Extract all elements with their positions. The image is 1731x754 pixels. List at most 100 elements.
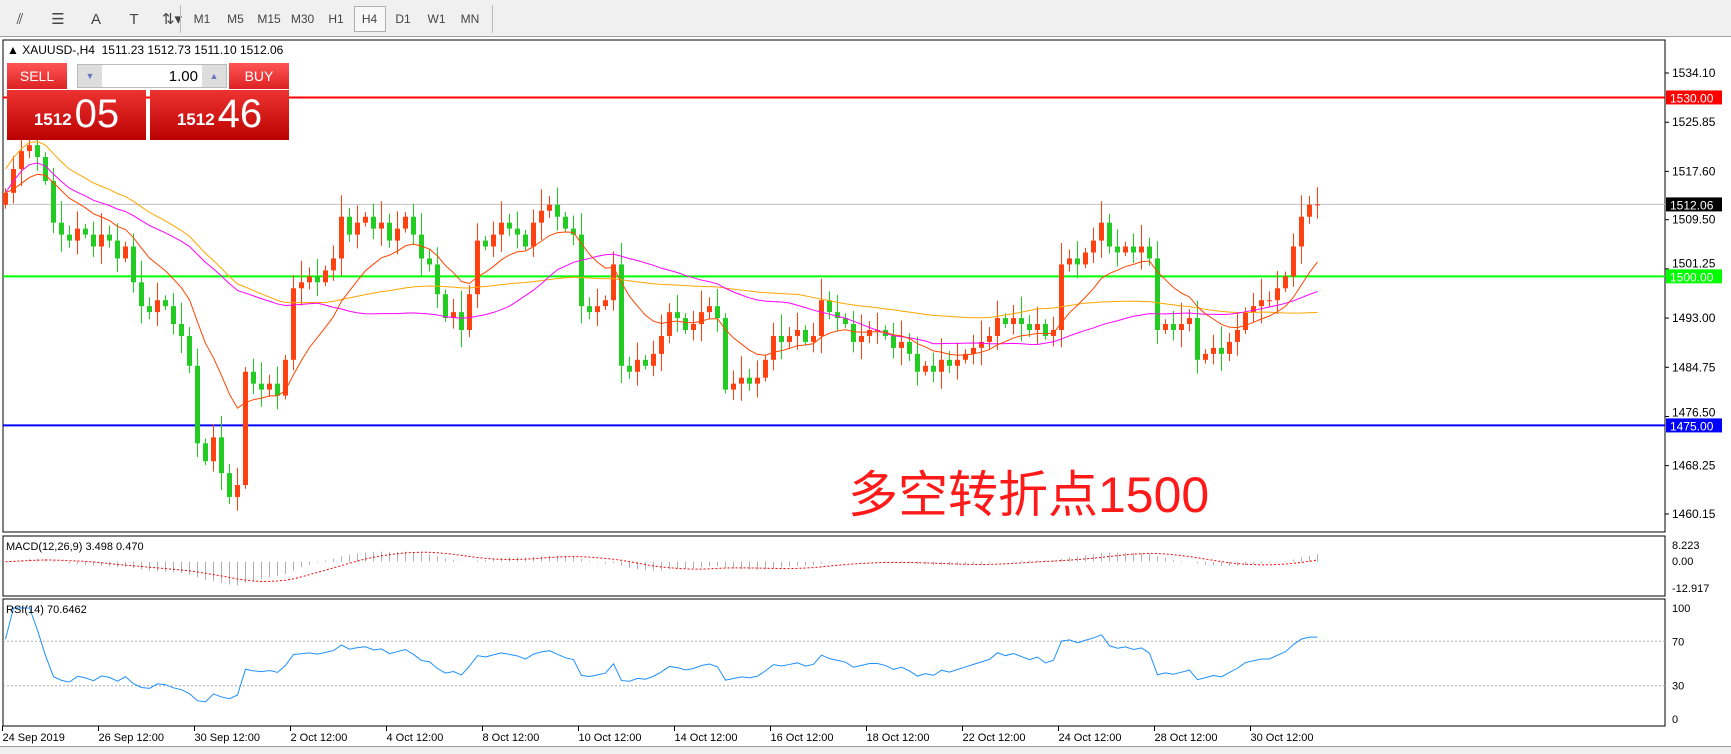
x-tick-label: 30 Sep 12:00 <box>195 732 260 744</box>
price-tag-label: 1500.00 <box>1670 270 1714 284</box>
candle-body <box>299 282 304 289</box>
x-tick-label: 2 Oct 12:00 <box>291 732 348 744</box>
candle <box>1267 291 1272 308</box>
candle <box>1123 241 1128 257</box>
macd-panel[interactable] <box>2 535 1666 597</box>
candle-body <box>1123 246 1128 253</box>
candle <box>1043 319 1048 340</box>
text-label-icon[interactable]: T <box>129 10 139 28</box>
candle-body <box>379 222 384 229</box>
candle <box>723 313 728 394</box>
chart-canvas[interactable]: 1534.10 1525.85 1517.60 1509.50 1501.25 1493.… <box>0 37 1731 754</box>
candle-body <box>1283 276 1288 289</box>
candle-body <box>115 240 120 259</box>
candle-body <box>1083 252 1088 265</box>
toolbar: ⫽ ☰ A T ⇅▾ M1 M5 M15 M30 H1 H4 D1 W1 MN <box>0 0 1731 37</box>
buy-button[interactable]: BUY <box>229 63 289 89</box>
candle <box>1211 334 1216 365</box>
candle-body <box>923 365 928 372</box>
candle-body <box>819 300 824 336</box>
timeframe-h1[interactable]: H1 <box>328 12 344 26</box>
candle-body <box>75 228 80 241</box>
collapse-triangle-icon[interactable]: ▲ <box>7 43 19 57</box>
x-tick-label: 8 Oct 12:00 <box>483 732 540 744</box>
sell-price-button[interactable]: 1512 05 <box>7 90 146 140</box>
candle-body <box>1227 341 1232 354</box>
timeframe-m5[interactable]: M5 <box>227 12 244 26</box>
candle <box>1091 227 1096 263</box>
candle <box>1027 315 1032 338</box>
candle-body <box>1235 330 1240 342</box>
macd-tick-label: 8.223 <box>1672 540 1700 552</box>
candle <box>1219 326 1224 372</box>
sell-button[interactable]: SELL <box>7 63 67 89</box>
candle-body <box>275 383 280 396</box>
lot-decrease-icon[interactable]: ▼ <box>78 65 102 87</box>
candle <box>171 293 176 335</box>
candle-body <box>707 306 712 313</box>
buy-price-button[interactable]: 1512 46 <box>150 90 289 140</box>
lot-stepper[interactable]: ▼ 1.00 ▲ <box>77 64 227 88</box>
candle-body <box>123 246 128 259</box>
candle-body <box>683 318 688 331</box>
candle-body <box>187 335 192 366</box>
rsi-panel[interactable] <box>2 598 1666 727</box>
candle <box>1003 313 1008 328</box>
candle-body <box>219 437 224 474</box>
candle <box>739 356 744 401</box>
annotation-text[interactable]: 多空转折点1500 <box>848 467 1210 523</box>
candle-body <box>843 318 848 325</box>
candle <box>699 290 704 342</box>
candle <box>563 211 568 233</box>
candle-body <box>331 258 336 271</box>
candle <box>971 334 976 365</box>
lot-input[interactable]: 1.00 <box>168 67 198 85</box>
candle-body <box>483 240 488 247</box>
candle-body <box>539 210 544 223</box>
candle <box>91 221 96 258</box>
y-tick-label: 1501.25 <box>1672 256 1716 270</box>
candle-body <box>803 330 808 342</box>
candle <box>1235 312 1240 356</box>
timeframe-w1[interactable]: W1 <box>427 12 446 26</box>
candle-body <box>139 282 144 307</box>
candle <box>435 247 440 309</box>
candle <box>515 211 520 249</box>
arrows-icon[interactable]: ⇅▾ <box>161 11 183 28</box>
candle-body <box>435 264 440 295</box>
x-tick-label: 18 Oct 12:00 <box>867 732 930 744</box>
ohlc-values: 1511.23 1512.73 1511.10 1512.06 <box>101 43 284 57</box>
timeframe-h4[interactable]: H4 <box>353 6 386 32</box>
candle-body <box>163 300 168 307</box>
candle-body <box>147 306 152 313</box>
candle-body <box>1075 258 1080 265</box>
equidistant-channel-icon[interactable]: ⫽ <box>16 10 24 28</box>
text-icon[interactable]: A <box>90 10 101 28</box>
candle <box>1315 187 1320 219</box>
chart-area[interactable]: 1534.10 1525.85 1517.60 1509.50 1501.25 1493.… <box>0 37 1731 754</box>
fibonacci-icon[interactable]: ☰ <box>51 11 65 28</box>
candle <box>1107 213 1112 254</box>
chart-tabs-bar[interactable] <box>0 746 1731 754</box>
timeframe-m1[interactable]: M1 <box>193 12 211 26</box>
candle-body <box>547 204 552 211</box>
lot-increase-icon[interactable]: ▲ <box>202 65 226 87</box>
candle <box>931 352 936 383</box>
candle-body <box>403 216 408 229</box>
candle <box>459 290 464 348</box>
price-tag <box>1666 418 1722 433</box>
candle-body <box>235 485 240 497</box>
one-click-trading-panel: SELL ▼ 1.00 ▲ BUY 1512 05 1512 46 <box>7 63 289 140</box>
candle <box>1059 242 1064 348</box>
rsi-tick-label: 30 <box>1672 681 1684 693</box>
timeframe-m30[interactable]: M30 <box>290 12 315 26</box>
candle <box>1203 349 1208 364</box>
candle <box>355 205 360 249</box>
candle-body <box>931 365 936 372</box>
candle <box>1115 229 1120 267</box>
timeframe-mn[interactable]: MN <box>460 12 480 26</box>
timeframe-m15[interactable]: M15 <box>257 12 281 26</box>
candle-body <box>1299 216 1304 247</box>
candle-body <box>691 324 696 331</box>
timeframe-d1[interactable]: D1 <box>395 12 411 26</box>
